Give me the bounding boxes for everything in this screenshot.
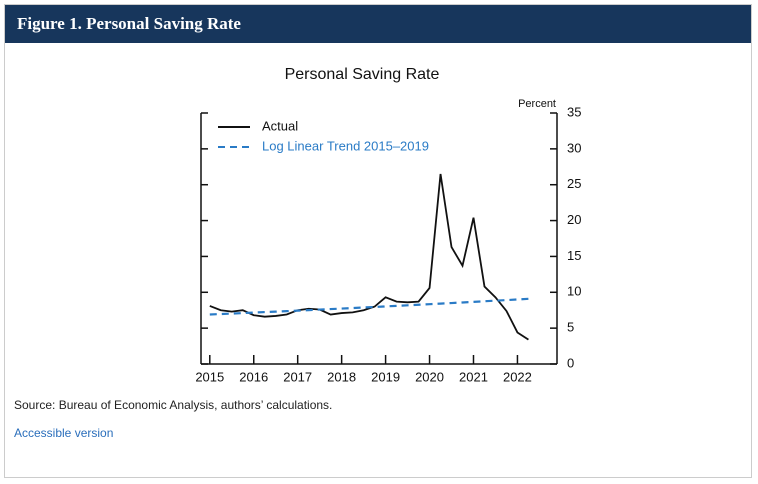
y-tick-label: 30	[567, 140, 581, 155]
figure-card: Figure 1. Personal Saving Rate	[4, 4, 752, 478]
x-tick-label: 2018	[327, 369, 356, 384]
y-axis-label: Percent	[518, 98, 556, 110]
y-tick-label: 10	[567, 284, 581, 299]
y-tick-label: 25	[567, 176, 581, 191]
x-tick-label: 2020	[415, 369, 444, 384]
accessible-link[interactable]: Accessible version	[14, 426, 114, 440]
line-series	[209, 173, 529, 341]
x-tick-label: 2015	[195, 369, 224, 384]
line-series	[209, 297, 529, 316]
x-tick-label: 2016	[239, 369, 268, 384]
y-tick-label: 35	[567, 104, 581, 119]
x-tick-label: 2022	[503, 369, 532, 384]
figure-header: Figure 1. Personal Saving Rate	[5, 5, 751, 43]
y-tick-label: 20	[567, 212, 581, 227]
source-note: Source: Bureau of Economic Analysis, aut…	[14, 398, 333, 412]
chart-title: Personal Saving Rate	[285, 66, 440, 83]
y-tick-label: 5	[567, 320, 574, 335]
x-tick-label: 2021	[459, 369, 488, 384]
legend-label: Actual	[262, 118, 298, 133]
x-tick-label: 2017	[283, 369, 312, 384]
y-tick-label: 0	[567, 355, 574, 370]
x-tick-label: 2019	[371, 369, 400, 384]
legend-label: Log Linear Trend 2015–2019	[262, 138, 429, 153]
y-tick-label: 15	[567, 248, 581, 263]
